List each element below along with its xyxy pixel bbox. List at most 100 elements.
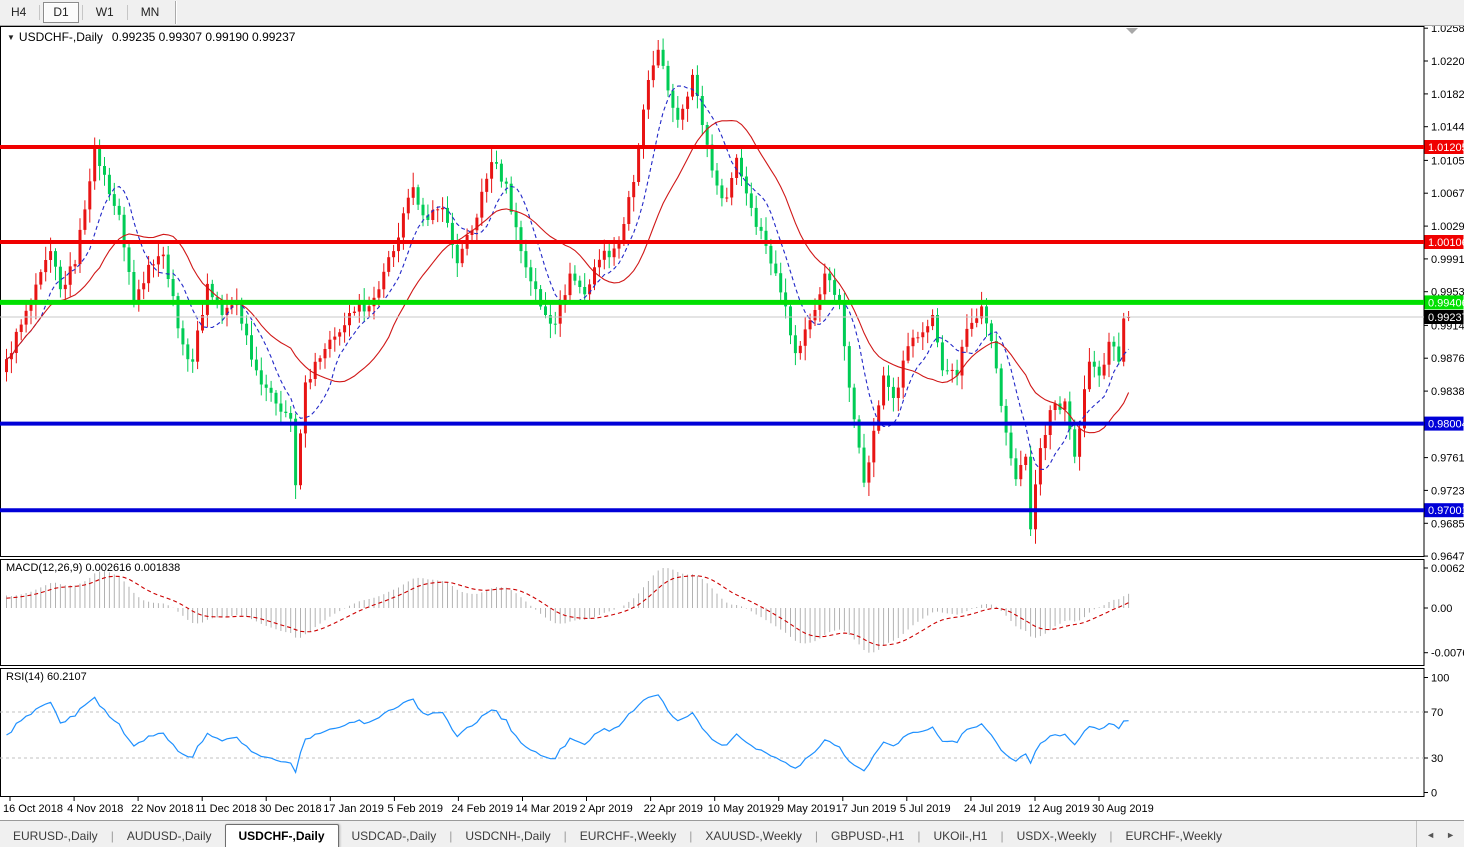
timeframe-button-w1[interactable]: W1 <box>95 5 114 19</box>
symbol-title: USDCHF-,Daily <box>18 30 103 44</box>
svg-text:5 Jul 2019: 5 Jul 2019 <box>900 803 951 815</box>
svg-text:1.00670: 1.00670 <box>1431 188 1464 200</box>
chart-tab-audusd-daily[interactable]: AUDUSD-,Daily <box>126 829 212 843</box>
price-tag <box>1424 310 1464 324</box>
rsi-indicator-label: RSI(14) 60.2107 <box>6 671 87 683</box>
svg-text:12 Aug 2019: 12 Aug 2019 <box>1028 803 1090 815</box>
chart-tab-usdx-weekly[interactable]: USDX-,Weekly <box>1016 829 1097 843</box>
pane-border <box>0 668 1425 797</box>
chart-tab-usdcad-daily[interactable]: USDCAD-,Daily <box>351 829 437 843</box>
chart-tab-eurusd-daily[interactable]: EURUSD-,Daily <box>13 829 98 843</box>
tab-scroll-controls: ◄ ► <box>1416 821 1464 847</box>
svg-text:22 Nov 2018: 22 Nov 2018 <box>131 803 193 815</box>
rsi-line <box>6 694 1129 774</box>
chart-tab-usdcnh-daily[interactable]: USDCNH-,Daily <box>465 829 551 843</box>
time-axis: 16 Oct 2018 4 Nov 2018 22 Nov 2018 11 Dec 2… <box>3 797 1154 815</box>
timeframe-button-mn[interactable]: MN <box>140 5 160 19</box>
svg-text:17 Jun 2019: 17 Jun 2019 <box>836 803 897 815</box>
tabs-scroll-left-icon[interactable]: ◄ <box>1426 829 1436 840</box>
svg-text:4 Nov 2018: 4 Nov 2018 <box>67 803 123 815</box>
price-axis: 1.02580 1.02200 1.01820 1.01440 1.01050 1.006… <box>1424 23 1464 563</box>
chart-tab-bar: EURUSD-,Daily | AUDUSD-,Daily USDCHF-,Daily… <box>0 820 1464 847</box>
chart-tab-xauusd-weekly[interactable]: XAUUSD-,Weekly <box>705 829 802 843</box>
svg-text:0.97001: 0.97001 <box>1428 505 1464 517</box>
svg-text:22 Apr 2019: 22 Apr 2019 <box>644 803 703 815</box>
chart-shift-marker-icon[interactable] <box>1126 28 1138 34</box>
svg-text:0.96470: 0.96470 <box>1431 551 1464 563</box>
toolbar-divider <box>175 1 177 24</box>
svg-text:1.01440: 1.01440 <box>1431 122 1464 134</box>
timeframe-toolbar: H4 D1 W1 MN <box>0 0 1464 26</box>
svg-text:1.01050: 1.01050 <box>1431 155 1464 167</box>
macd-pane <box>6 568 1130 653</box>
rsi-axis: 100 70 30 0 <box>1424 673 1449 800</box>
svg-text:2 Apr 2019: 2 Apr 2019 <box>580 803 633 815</box>
svg-text:0.98004: 0.98004 <box>1428 419 1464 431</box>
tabs-scroll-right-icon[interactable]: ► <box>1446 829 1455 840</box>
collapse-indicator-icon[interactable]: ▼ <box>7 33 15 42</box>
chart-tab-eurchf-weekly[interactable]: EURCHF-,Weekly <box>579 829 677 843</box>
macd-axis: 0.006286 0.00 -0.00762 <box>1424 563 1464 660</box>
svg-text:30 Dec 2018: 30 Dec 2018 <box>259 803 321 815</box>
tab-separator: | <box>917 829 921 843</box>
chart-tab-eurchf-weekly[interactable]: EURCHF-,Weekly <box>1125 829 1222 843</box>
timeframe-buttons: H4 D1 W1 MN <box>0 2 170 23</box>
svg-text:0.99406: 0.99406 <box>1428 297 1464 309</box>
svg-text:16 Oct 2018: 16 Oct 2018 <box>3 803 63 815</box>
svg-text:-0.00762: -0.00762 <box>1431 648 1464 660</box>
svg-text:30 Aug 2019: 30 Aug 2019 <box>1092 803 1154 815</box>
chart-tab-gbpusd-h1[interactable]: GBPUSD-,H1 <box>830 829 905 843</box>
chart-header: ▼ USDCHF-,Daily 0.99235 0.99307 0.99190 0.… <box>7 30 295 44</box>
price-tag <box>1424 235 1464 249</box>
svg-text:11 Dec 2018: 11 Dec 2018 <box>195 803 257 815</box>
tab-separator: | <box>689 829 693 843</box>
moving-average-line <box>6 120 1130 434</box>
tab-separator: | <box>563 829 567 843</box>
svg-text:1.00106: 1.00106 <box>1428 237 1464 249</box>
chart-tab-usdchf-daily[interactable]: USDCHF-,Daily <box>224 824 339 847</box>
svg-text:5 Feb 2019: 5 Feb 2019 <box>387 803 443 815</box>
svg-text:30: 30 <box>1431 753 1443 765</box>
toolbar-separator <box>126 5 128 20</box>
toolbar-separator <box>81 5 83 20</box>
timeframe-button-d1[interactable]: D1 <box>43 2 79 23</box>
svg-text:0: 0 <box>1431 788 1437 800</box>
timeframe-button-h4[interactable]: H4 <box>11 5 27 19</box>
svg-text:29 May 2019: 29 May 2019 <box>772 803 836 815</box>
tab-separator: | <box>814 829 818 843</box>
candlesticks <box>5 38 1131 544</box>
svg-text:14 Mar 2019: 14 Mar 2019 <box>516 803 578 815</box>
pane-border <box>0 559 1425 666</box>
svg-text:24 Feb 2019: 24 Feb 2019 <box>451 803 513 815</box>
svg-text:0.006286: 0.006286 <box>1431 563 1464 575</box>
tab-separator: | <box>1109 829 1113 843</box>
svg-text:17 Jan 2019: 17 Jan 2019 <box>323 803 384 815</box>
rsi-pane <box>0 694 1424 774</box>
svg-text:1.02200: 1.02200 <box>1431 56 1464 68</box>
pane-border <box>0 26 1425 557</box>
svg-text:100: 100 <box>1431 673 1449 685</box>
svg-text:0.99237: 0.99237 <box>1428 312 1464 324</box>
chart-tab-ukoil-h1[interactable]: UKOil-,H1 <box>933 829 988 843</box>
svg-text:70: 70 <box>1431 707 1443 719</box>
ohlc-values: 0.99235 0.99307 0.99190 0.99237 <box>111 30 296 44</box>
svg-text:24 Jul 2019: 24 Jul 2019 <box>964 803 1021 815</box>
moving-average-line <box>6 85 1130 471</box>
chart-tabs: EURUSD-,Daily | AUDUSD-,Daily USDCHF-,Daily… <box>0 821 1235 847</box>
tab-separator: | <box>110 829 114 843</box>
macd-indicator-label: MACD(12,26,9) 0.002616 0.001838 <box>6 562 181 574</box>
tab-separator: | <box>449 829 453 843</box>
price-tag <box>1424 295 1464 310</box>
svg-text:1.02580: 1.02580 <box>1431 23 1464 35</box>
svg-text:0.00: 0.00 <box>1431 603 1452 615</box>
toolbar-separator <box>39 5 41 20</box>
tab-separator: | <box>1000 829 1004 843</box>
